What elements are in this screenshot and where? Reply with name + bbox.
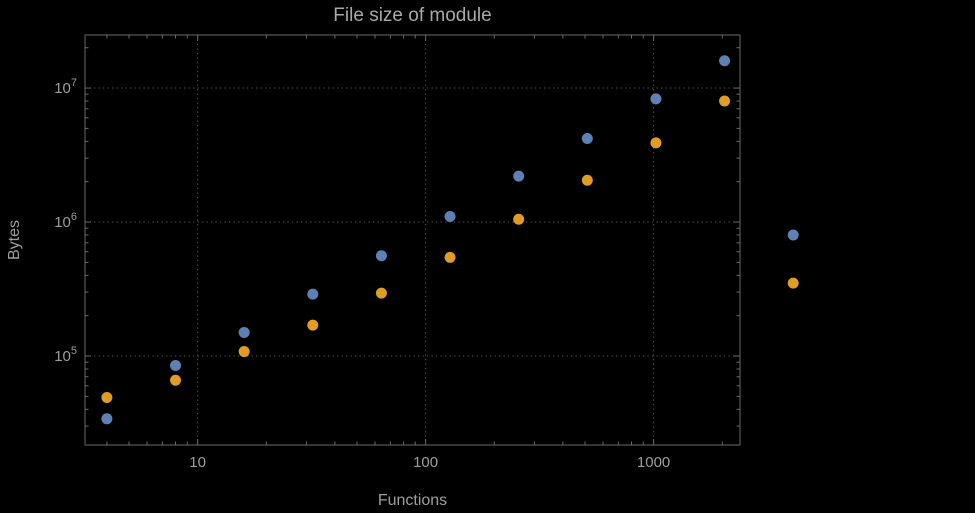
data-point-blue: [375, 250, 387, 262]
chart-title: File size of module: [333, 5, 492, 26]
data-point-orange: [375, 287, 387, 299]
data-point-blue: [101, 413, 113, 425]
y-tick-label: 105: [54, 345, 77, 365]
data-point-orange: [101, 392, 113, 404]
x-tick-label: 1000: [637, 454, 670, 471]
data-point-orange: [650, 137, 662, 149]
data-point-blue: [787, 229, 799, 241]
data-point-blue: [650, 93, 662, 105]
data-point-blue: [513, 170, 525, 182]
y-axis-label: Bytes: [6, 220, 23, 261]
data-point-blue: [581, 133, 593, 145]
data-point-blue: [719, 55, 731, 67]
data-point-orange: [170, 374, 182, 386]
x-tick-label: 10: [189, 454, 206, 471]
data-point-blue: [170, 359, 182, 371]
data-point-orange: [719, 95, 731, 107]
data-point-orange: [238, 346, 250, 358]
y-tick-label: 106: [54, 211, 77, 231]
data-point-orange: [513, 213, 525, 225]
x-axis-label: Functions: [377, 492, 448, 509]
y-tick-label: 107: [54, 77, 77, 97]
data-point-orange: [581, 174, 593, 186]
x-tick-label: 100: [413, 454, 438, 471]
data-point-blue: [307, 288, 319, 300]
data-point-orange: [787, 277, 799, 289]
plot-frame: [84, 34, 741, 446]
data-point-blue: [238, 326, 250, 338]
data-point-orange: [307, 319, 319, 331]
data-point-blue: [444, 210, 456, 222]
data-point-orange: [444, 251, 456, 263]
